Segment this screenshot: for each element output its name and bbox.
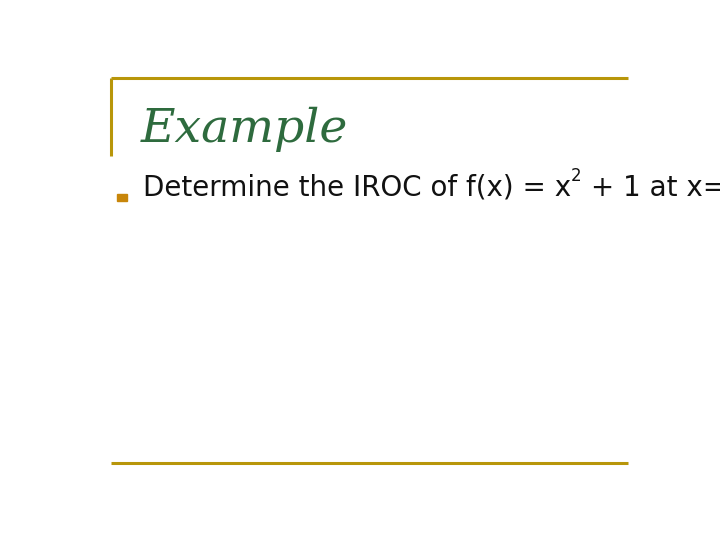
Text: Determine the IROC of f(x) = x: Determine the IROC of f(x) = x: [143, 174, 571, 202]
Text: + 1 at x=2: + 1 at x=2: [582, 174, 720, 202]
Bar: [117, 194, 127, 201]
Text: Example: Example: [140, 106, 348, 152]
Text: 2: 2: [571, 167, 582, 185]
